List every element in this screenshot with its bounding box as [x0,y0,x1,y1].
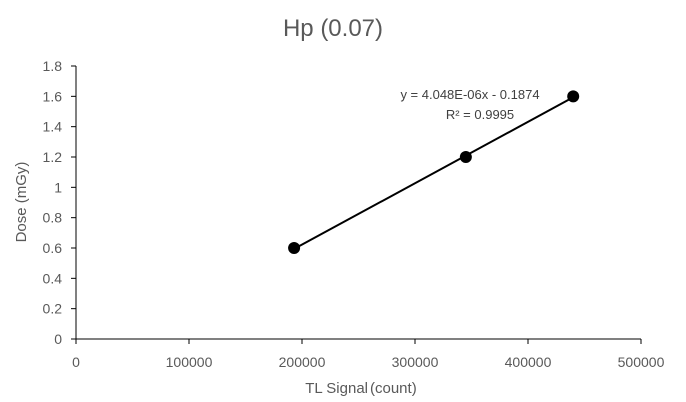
x-tick-label: 500000 [618,354,665,370]
y-tick-label: 1.8 [43,58,63,74]
trendline-equation: y = 4.048E-06x - 0.1874 [400,87,539,102]
data-points [288,90,580,254]
y-axis-ticks: 0 0.2 0.4 0.6 0.8 1 1.2 1.4 1.6 1.8 [43,58,76,347]
y-tick-label: 1.4 [43,119,63,135]
y-tick-label: 0.6 [43,240,63,256]
data-point [567,90,580,103]
y-tick-label: 1.6 [43,88,63,104]
x-tick-label: 400000 [505,354,552,370]
y-tick-label: 0.2 [43,301,63,317]
y-tick-label: 1 [54,179,62,195]
trendline-r-squared: R² = 0.9995 [446,107,514,122]
x-axis-label: TL Signal [305,380,368,397]
data-point [459,151,472,163]
x-tick-label: 0 [72,354,80,370]
data-point [288,242,301,254]
x-tick-label: 300000 [392,354,439,370]
y-tick-label: 1.2 [43,149,63,165]
y-tick-label: 0 [54,331,62,347]
chart-title: Hp (0.07) [283,15,383,42]
y-axis-label: Dose (mGy) [13,162,30,243]
trendline [293,96,574,250]
y-tick-label: 0.8 [43,210,63,226]
y-tick-label: 0.4 [43,270,63,286]
x-tick-label: 200000 [279,354,326,370]
x-axis-ticks: 0 100000 200000 300000 400000 500000 [72,339,665,370]
axes [75,66,641,340]
x-tick-label: 100000 [166,354,213,370]
x-axis-unit: (count) [370,380,417,397]
